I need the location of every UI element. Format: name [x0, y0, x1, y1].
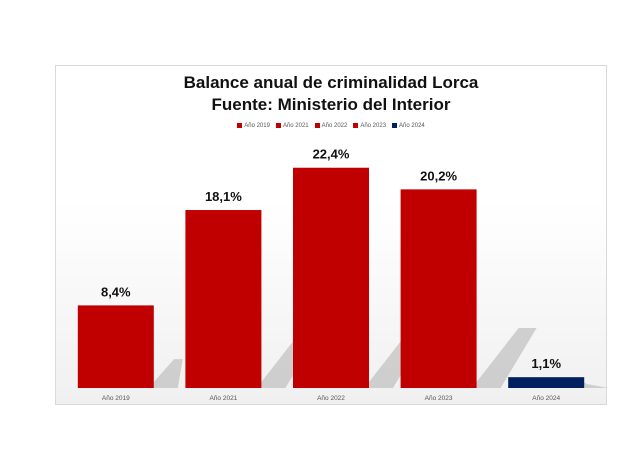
bar — [508, 377, 585, 388]
bar — [185, 210, 262, 388]
legend-item: Año 2019 — [237, 123, 270, 129]
legend-label: Año 2022 — [321, 123, 348, 130]
data-label: 22,4% — [313, 147, 350, 162]
bar-shadow — [153, 359, 183, 388]
legend-swatch — [275, 123, 281, 128]
legend-swatch — [392, 123, 398, 128]
legend-item: Año 2021 — [275, 123, 309, 130]
legend-label: Año 2024 — [399, 123, 425, 130]
legend-label: Año 2023 — [360, 123, 387, 130]
bar — [293, 167, 369, 388]
data-label: 8,4% — [101, 284, 131, 299]
data-label: 18,1% — [205, 189, 242, 204]
legend-item: Año 2022 — [314, 123, 348, 130]
bar — [400, 189, 477, 388]
data-label: 20,2% — [420, 168, 457, 183]
x-tick-label: Año 2023 — [425, 395, 453, 402]
bar-shadow — [476, 328, 537, 388]
x-tick-label: Año 2022 — [317, 395, 345, 402]
legend-swatch — [237, 123, 243, 128]
x-tick-label: Año 2021 — [209, 395, 237, 402]
data-label: 1,1% — [531, 356, 561, 371]
legend: Año 2019 Año 2021 Año 2022 Año 2023 Año 2024 — [55, 123, 607, 129]
subtitle-line: Fuente: Ministerio del Interior — [211, 95, 451, 114]
legend-item: Año 2023 — [353, 123, 386, 129]
bar — [77, 305, 154, 388]
x-tick-label: Año 2024 — [532, 395, 560, 402]
legend-label: Año 2021 — [282, 123, 309, 130]
x-tick-label: Año 2019 — [102, 395, 130, 402]
chart-title: Balance anual de criminalidad Lorca Fuen… — [55, 72, 607, 116]
legend-item: Año 2024 — [392, 123, 425, 129]
bar-shadow — [584, 382, 609, 388]
legend-label: Año 2019 — [244, 123, 270, 130]
legend-swatch — [353, 123, 359, 128]
title-line: Balance anual de criminalidad Lorca — [183, 73, 479, 92]
legend-swatch — [314, 123, 320, 128]
